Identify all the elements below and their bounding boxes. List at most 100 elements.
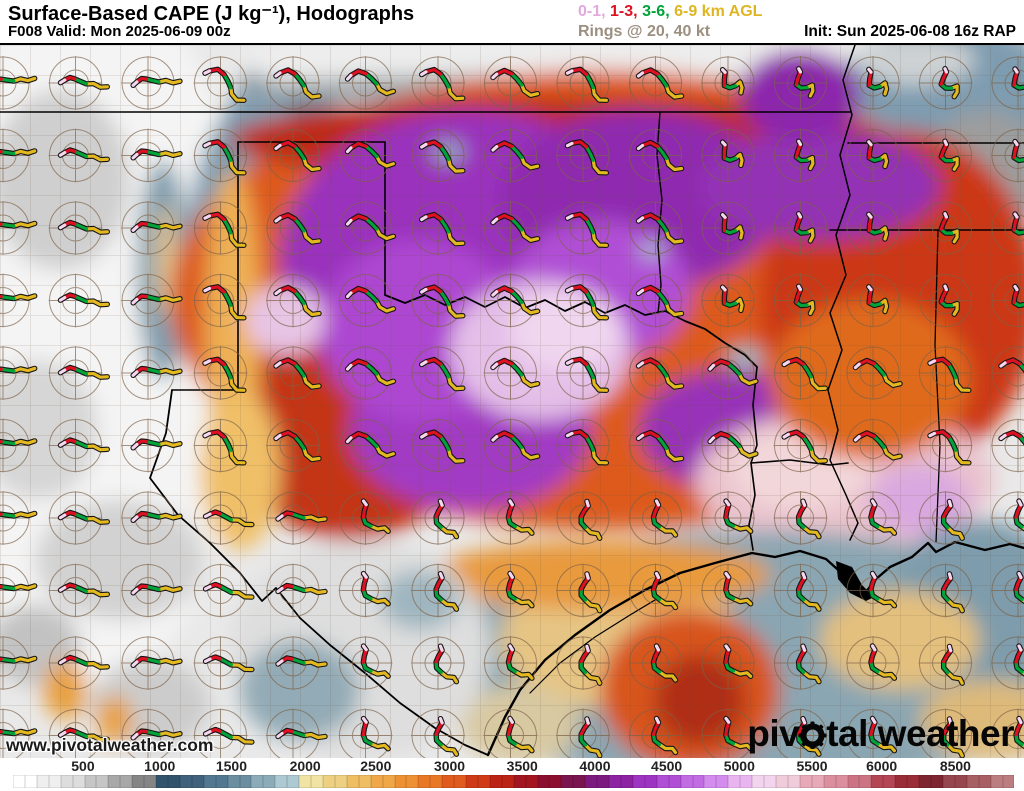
hodograph <box>773 418 828 473</box>
colorbar-cell <box>167 775 180 788</box>
hodograph <box>628 418 685 473</box>
colorbar-cell <box>311 775 323 788</box>
colorbar-swatches <box>13 775 1015 788</box>
hodograph <box>338 273 397 328</box>
hodograph <box>773 563 828 618</box>
hodograph <box>701 346 759 400</box>
hodograph <box>266 128 322 183</box>
colorbar-cell <box>120 775 133 788</box>
init-time-label: Init: Sun 2025-06-08 16z RAP <box>804 23 1016 40</box>
colorbar-cell <box>644 775 657 788</box>
colorbar-cell <box>966 775 979 788</box>
colorbar-cell <box>561 775 574 788</box>
page-title: Surface-Based CAPE (J kg⁻¹), Hodographs <box>8 3 415 25</box>
hodograph <box>193 491 255 545</box>
hodograph <box>411 201 466 255</box>
hodograph <box>556 201 610 255</box>
colorbar-cell <box>442 775 455 788</box>
hodograph <box>411 128 466 183</box>
hodograph <box>121 563 183 618</box>
colorbar-cell <box>179 775 192 788</box>
colorbar-cell <box>704 775 717 788</box>
legend-item-0-1: 0-1, <box>578 3 606 20</box>
colorbar-cell <box>263 775 276 788</box>
colorbar-tick: 1500 <box>215 758 247 774</box>
colorbar-cell <box>513 775 526 788</box>
hodograph <box>628 128 685 183</box>
hodograph <box>121 56 183 110</box>
colorbar-cell <box>811 775 824 788</box>
hodograph <box>121 346 183 400</box>
colorbar-cell <box>275 775 288 788</box>
hodograph <box>338 56 397 110</box>
hodograph <box>918 56 973 110</box>
hodograph <box>193 418 248 473</box>
hodograph <box>701 418 759 473</box>
colorbar-cell <box>835 775 848 788</box>
hodograph <box>483 563 538 618</box>
colorbar-cell <box>36 775 49 788</box>
hodograph <box>48 418 110 473</box>
colorbar-cell <box>203 775 216 788</box>
hodograph <box>918 491 973 545</box>
hodograph <box>628 636 683 690</box>
hodograph <box>266 56 322 110</box>
watermark: www.pivotalweather.com <box>6 735 214 755</box>
legend-item-3-6: 3-6, <box>642 3 670 20</box>
hodograph <box>918 636 973 690</box>
hodograph <box>918 128 973 183</box>
colorbar-tick: 2500 <box>360 758 392 774</box>
colorbar-cell <box>692 775 705 788</box>
colorbar-cell <box>549 775 562 788</box>
hodograph <box>991 273 1024 328</box>
hodograph <box>483 273 541 328</box>
hodograph <box>556 56 610 110</box>
hodograph <box>628 201 685 255</box>
colorbar-cell <box>883 775 896 788</box>
colorbar-cell <box>84 775 97 788</box>
colorbar-cell <box>847 775 860 788</box>
hodograph <box>0 346 38 400</box>
hodograph <box>121 636 183 690</box>
hodograph <box>266 418 322 473</box>
colorbar-cell <box>156 775 168 788</box>
colorbar-cell <box>978 775 991 788</box>
colorbar-tick: 6000 <box>866 758 898 774</box>
colorbar-cell <box>60 775 73 788</box>
hodograph <box>846 636 900 690</box>
hodograph <box>48 56 110 110</box>
hodograph <box>483 128 541 183</box>
colorbar-cell <box>942 775 955 788</box>
hodograph <box>556 273 610 328</box>
hodograph <box>483 201 541 255</box>
legend-item-6-9-km-agl: 6-9 km AGL <box>674 3 763 20</box>
hodograph <box>991 201 1024 255</box>
hodograph <box>0 636 38 690</box>
colorbar-cell <box>382 775 395 788</box>
hodograph <box>773 273 828 328</box>
cape-colorbar: 500 1000 1500 2000 2500 3000 3500 4000 4500 5000 5… <box>0 758 1024 791</box>
hodograph <box>918 708 973 758</box>
colorbar-cell <box>573 775 586 788</box>
map-area: www.pivotalweather.com piv tal weather <box>0 43 1024 758</box>
colorbar-cell <box>287 775 300 788</box>
colorbar-cell <box>466 775 478 788</box>
hodograph <box>0 201 38 255</box>
hodograph <box>701 563 755 618</box>
hodograph <box>411 636 465 690</box>
colorbar-cell <box>501 775 514 788</box>
colorbar-cell <box>907 775 920 788</box>
colorbar-cell <box>144 775 157 788</box>
gear-icon <box>798 718 827 755</box>
colorbar-tick: 5000 <box>723 758 755 774</box>
hodograph <box>483 56 541 110</box>
colorbar-cell <box>48 775 61 788</box>
hodograph <box>121 128 183 183</box>
hodograph <box>411 273 466 328</box>
colorbar-cell <box>799 775 812 788</box>
colorbar-cell <box>322 775 335 788</box>
valid-time-label: F008 Valid: Mon 2025-06-09 00z <box>8 23 231 40</box>
hodograph <box>0 273 38 328</box>
hodograph <box>338 201 397 255</box>
hodograph <box>48 563 110 618</box>
